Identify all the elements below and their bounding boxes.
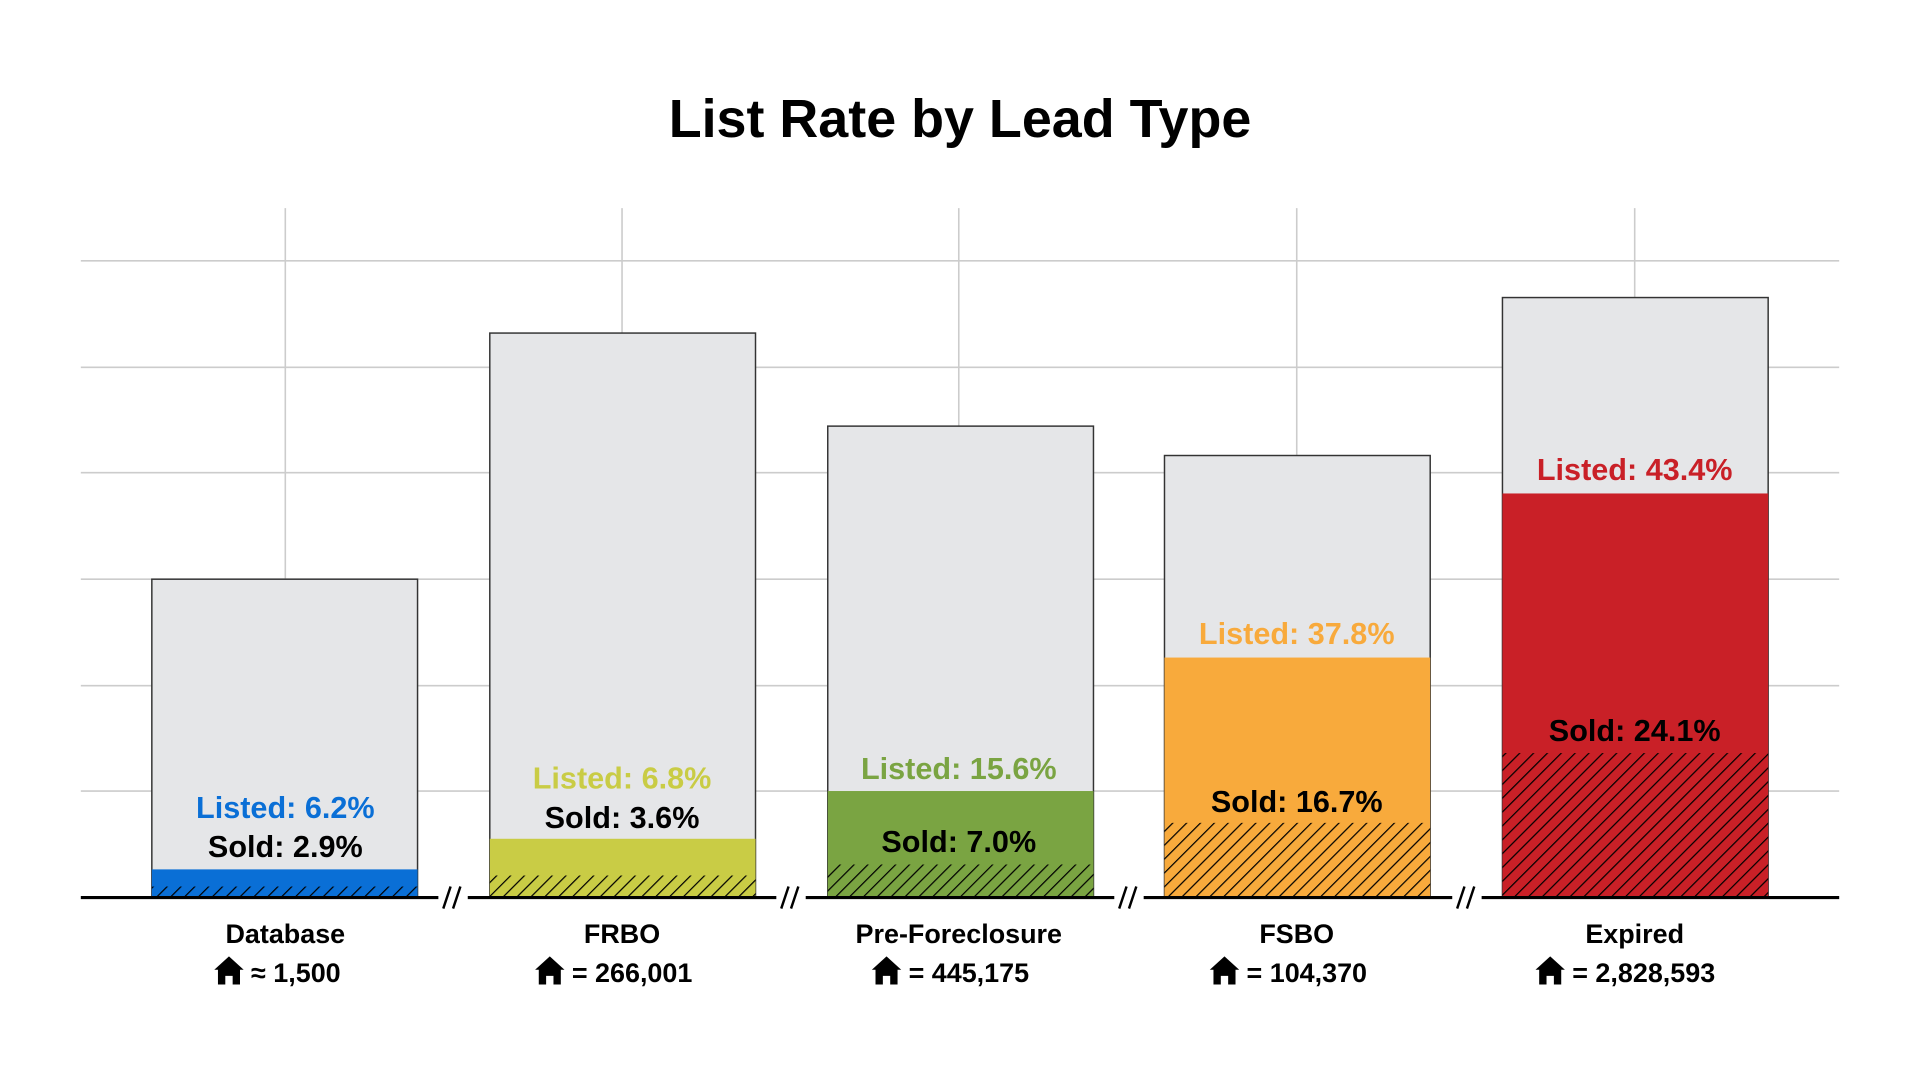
sold-label: Sold: 24.1% [1549,714,1721,748]
house-icon [535,956,565,985]
svg-text:= 2,828,593: = 2,828,593 [1572,958,1715,988]
category-label: FRBO [584,919,660,949]
svg-text:≈ 1,500: ≈ 1,500 [251,958,341,988]
svg-text:= 266,001: = 266,001 [572,958,693,988]
category-label: Pre-Foreclosure [856,919,1063,949]
sold-label: Sold: 7.0% [881,825,1036,859]
count-fsbo: = 104,370 [1209,956,1368,988]
count-database: ≈ 1,500 [214,956,341,988]
listed-label: Listed: 6.2% [196,791,375,825]
category-label: Database [225,919,345,949]
sold-label: Sold: 2.9% [208,830,363,864]
chart-title: List Rate by Lead Type [669,89,1252,149]
count-frbo: = 266,001 [535,956,692,988]
count-pre-foreclosure: = 445,175 [871,956,1030,988]
bar-fsbo: Listed: 37.8% Sold: 16.7% [1163,454,1431,899]
axis-break-marks [438,886,1482,909]
svg-text:= 445,175: = 445,175 [909,958,1030,988]
count-labels: ≈ 1,500 = 266,001 = 445,175 = 104,370 = … [214,956,1715,988]
svg-text:= 104,370: = 104,370 [1247,958,1368,988]
listed-label: Listed: 15.6% [861,752,1057,786]
bar-pre-foreclosure: Listed: 15.6% Sold: 7.0% [827,425,1095,899]
bar-database: Listed: 6.2% Sold: 2.9% [151,578,419,899]
listed-label: Listed: 6.8% [533,762,712,796]
house-icon [871,956,902,985]
category-label: FSBO [1259,919,1334,949]
house-icon [214,956,244,985]
x-axis-labels: Database FRBO Pre-Foreclosure FSBO Expir… [225,919,1684,949]
listed-label: Listed: 43.4% [1537,453,1733,487]
house-icon [1535,956,1565,985]
house-icon [1209,956,1240,985]
listed-label: Listed: 37.8% [1199,617,1395,651]
count-expired: = 2,828,593 [1535,956,1715,988]
bar-expired: Listed: 43.4% Sold: 24.1% [1501,296,1769,899]
bar-frbo: Listed: 6.8% Sold: 3.6% [489,332,757,899]
sold-label: Sold: 3.6% [545,801,700,835]
sold-label: Sold: 16.7% [1211,785,1383,819]
category-label: Expired [1585,919,1684,949]
